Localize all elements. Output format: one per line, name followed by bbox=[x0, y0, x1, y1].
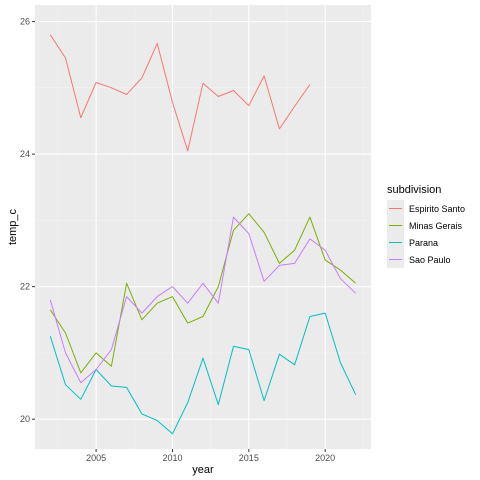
series-line-parana bbox=[49, 312, 357, 435]
legend-label: Parana bbox=[409, 238, 438, 248]
legend-title: subdivision bbox=[387, 184, 441, 196]
x-axis-ticks: 2005 2010 2015 2020 bbox=[86, 449, 335, 463]
minor-gridlines bbox=[35, 5, 371, 449]
x-tick-label: 2005 bbox=[86, 453, 106, 463]
x-tick-label: 2015 bbox=[239, 453, 259, 463]
series-line-espirito-santo bbox=[49, 34, 311, 152]
series-lines bbox=[49, 34, 357, 435]
legend-label: Minas Gerais bbox=[409, 221, 463, 231]
y-tick-label: 26 bbox=[20, 17, 30, 27]
major-gridlines bbox=[35, 5, 371, 449]
legend-label: Espirito Santo bbox=[409, 204, 465, 214]
legend: subdivision Espirito Santo Minas Gerais Pa… bbox=[387, 184, 465, 268]
x-tick-label: 2020 bbox=[315, 453, 335, 463]
series-line-sao-paulo bbox=[49, 216, 357, 384]
y-tick-label: 20 bbox=[20, 414, 30, 424]
y-tick-label: 24 bbox=[20, 149, 30, 159]
series-line-minas-gerais bbox=[49, 213, 357, 374]
y-axis-ticks: 20 22 24 26 bbox=[20, 17, 35, 424]
legend-label: Sao Paulo bbox=[409, 255, 451, 265]
x-tick-label: 2010 bbox=[162, 453, 182, 463]
y-tick-label: 22 bbox=[20, 282, 30, 292]
legend-items: Espirito Santo Minas Gerais Parana Sao Paul… bbox=[387, 200, 465, 268]
y-axis-title: temp_c bbox=[7, 208, 19, 245]
x-axis-title: year bbox=[192, 464, 214, 476]
plot-panel bbox=[35, 5, 371, 449]
